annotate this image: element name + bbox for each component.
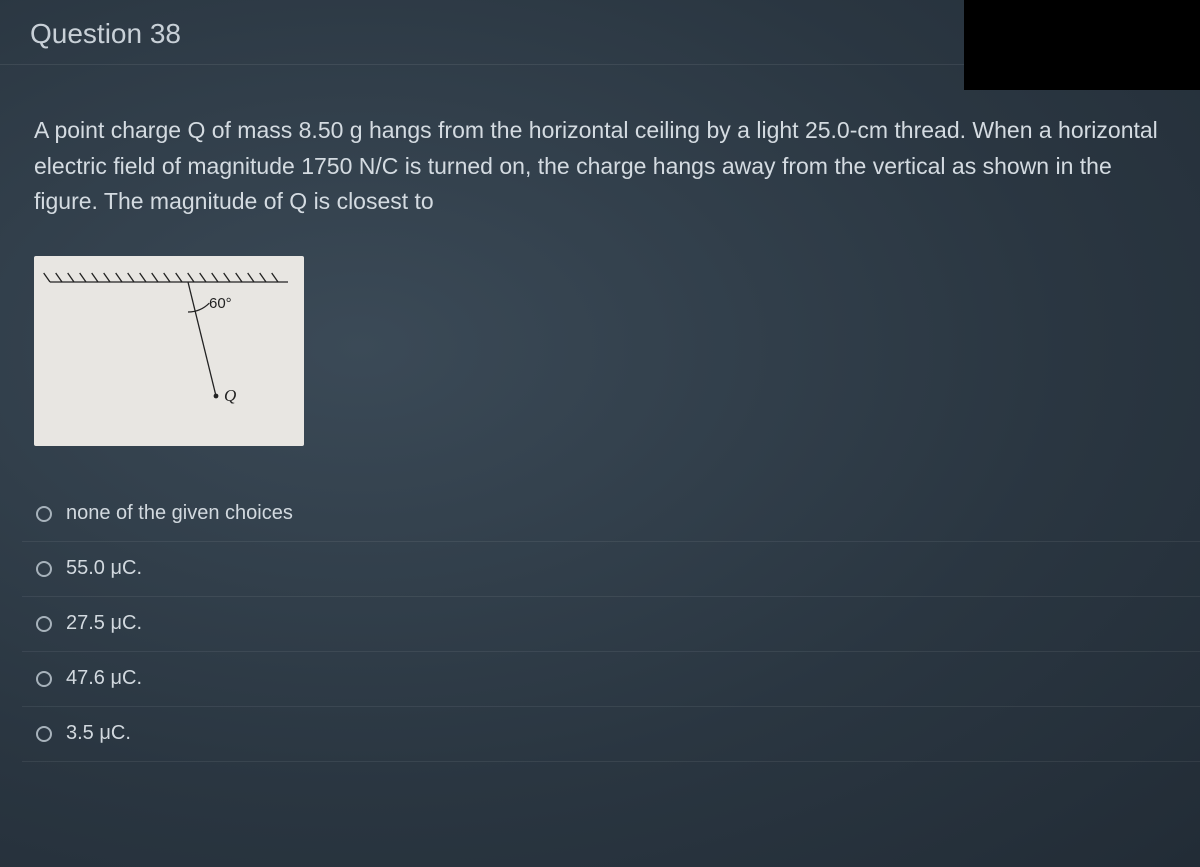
choice-option[interactable]: 55.0 μC. <box>22 542 1200 597</box>
answer-choices: none of the given choices 55.0 μC. 27.5 … <box>0 451 1200 762</box>
redacted-region <box>964 0 1200 90</box>
choice-option[interactable]: 27.5 μC. <box>22 597 1200 652</box>
question-title: Question 38 <box>30 18 181 49</box>
pendulum-diagram: 60° Q <box>34 256 304 446</box>
radio-icon <box>36 616 52 632</box>
figure-container: 60° Q <box>0 220 1200 451</box>
svg-text:Q: Q <box>224 386 236 405</box>
diagram-svg: 60° Q <box>34 256 304 446</box>
radio-icon <box>36 561 52 577</box>
choice-option[interactable]: none of the given choices <box>22 487 1200 542</box>
radio-icon <box>36 726 52 742</box>
choice-label: 27.5 μC. <box>66 612 142 635</box>
choice-label: none of the given choices <box>66 502 293 525</box>
choice-option[interactable]: 3.5 μC. <box>22 707 1200 762</box>
radio-icon <box>36 506 52 522</box>
choice-option[interactable]: 47.6 μC. <box>22 652 1200 707</box>
choice-label: 3.5 μC. <box>66 722 131 745</box>
choice-label: 55.0 μC. <box>66 557 142 580</box>
choice-label: 47.6 μC. <box>66 667 142 690</box>
radio-icon <box>36 671 52 687</box>
svg-text:60°: 60° <box>209 295 232 312</box>
